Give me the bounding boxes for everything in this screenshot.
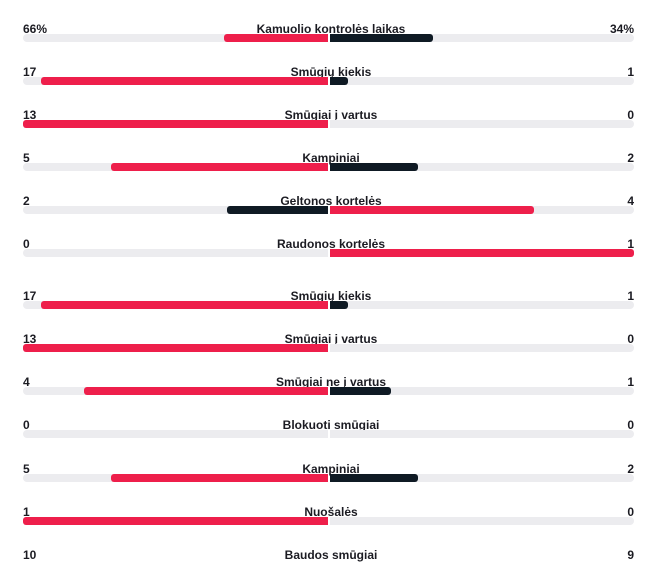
away-bar-track	[330, 249, 634, 257]
stat-row: 1 Nuošalės 0	[0, 505, 662, 539]
stat-name: Kampiniai	[302, 151, 360, 165]
home-value: 17	[23, 65, 37, 79]
home-value: 0	[23, 418, 30, 432]
stat-row: 13 Smūgiai į vartus 0	[0, 332, 662, 366]
stat-row: 0 Raudonos kortelės 1	[0, 237, 662, 271]
home-value: 13	[23, 108, 37, 122]
home-value: 66%	[23, 22, 48, 36]
away-bar-track	[330, 387, 634, 395]
home-bar-fill	[23, 344, 328, 352]
away-bar-track	[330, 430, 634, 438]
away-bar-fill	[330, 77, 349, 85]
away-bar-track	[330, 517, 634, 525]
home-bar-track	[23, 517, 328, 525]
home-bar-fill	[111, 474, 328, 482]
stat-row: 17 Smūgių kiekis 1	[0, 65, 662, 99]
stat-name: Smūgiai į vartus	[284, 332, 378, 346]
away-value: 0	[627, 418, 634, 432]
away-bar-fill	[330, 34, 434, 42]
stat-row: 13 Smūgiai į vartus 0	[0, 108, 662, 142]
away-value: 1	[627, 375, 634, 389]
away-value: 9	[627, 548, 634, 562]
away-value: 2	[627, 151, 634, 165]
home-bar-track	[23, 344, 328, 352]
home-bar-track	[23, 249, 328, 257]
home-value: 2	[23, 194, 30, 208]
home-value: 0	[23, 237, 30, 251]
home-bar-track	[23, 120, 328, 128]
home-bar-track	[23, 34, 328, 42]
stat-row: 2 Geltonos kortelės 4	[0, 194, 662, 228]
home-bar-track	[23, 474, 328, 482]
home-value: 5	[23, 462, 30, 476]
home-bar-fill	[111, 163, 328, 171]
stat-name: Smūgių kiekis	[290, 65, 372, 79]
away-value: 0	[627, 505, 634, 519]
away-bar-track	[330, 206, 634, 214]
stat-name: Nuošalės	[304, 505, 358, 519]
home-bar-fill	[41, 301, 328, 309]
home-bar-track	[23, 77, 328, 85]
home-bar-fill	[23, 120, 328, 128]
home-bar-fill	[41, 77, 328, 85]
stat-row: 5 Kampiniai 2	[0, 151, 662, 185]
away-value: 4	[627, 194, 634, 208]
stat-name: Smūgių kiekis	[290, 289, 372, 303]
away-bar-track	[330, 120, 634, 128]
away-bar-track	[330, 34, 634, 42]
home-bar-track	[23, 387, 328, 395]
stat-row: 5 Kampiniai 2	[0, 462, 662, 496]
away-bar-fill	[330, 249, 634, 257]
stat-name: Geltonos kortelės	[280, 194, 382, 208]
home-bar-track	[23, 163, 328, 171]
away-bar-track	[330, 77, 634, 85]
away-value: 0	[627, 108, 634, 122]
away-bar-track	[330, 163, 634, 171]
home-value: 17	[23, 289, 37, 303]
away-bar-fill	[330, 474, 419, 482]
away-value: 1	[627, 65, 634, 79]
away-value: 2	[627, 462, 634, 476]
stat-name: Kampiniai	[302, 462, 360, 476]
stat-row: 66% Kamuolio kontrolės laikas 34%	[0, 22, 662, 56]
home-bar-fill	[84, 387, 328, 395]
stat-row: 0 Blokuoti smūgiai 0	[0, 418, 662, 452]
home-bar-track	[23, 430, 328, 438]
away-bar-track	[330, 301, 634, 309]
stat-name: Raudonos kortelės	[276, 237, 386, 251]
stat-row: 10 Baudos smūgiai 9	[0, 548, 662, 568]
home-value: 4	[23, 375, 30, 389]
stat-name: Smūgiai ne į vartus	[275, 375, 387, 389]
home-bar-track	[23, 206, 328, 214]
away-bar-fill	[330, 301, 349, 309]
stat-name: Smūgiai į vartus	[284, 108, 378, 122]
away-bar-track	[330, 344, 634, 352]
away-bar-fill	[330, 163, 419, 171]
away-value: 1	[627, 237, 634, 251]
home-bar-track	[23, 301, 328, 309]
home-bar-fill	[227, 206, 328, 214]
home-value: 10	[23, 548, 37, 562]
home-value: 13	[23, 332, 37, 346]
away-bar-track	[330, 474, 634, 482]
away-value: 1	[627, 289, 634, 303]
away-value: 0	[627, 332, 634, 346]
home-bar-fill	[224, 34, 328, 42]
home-bar-fill	[23, 517, 328, 525]
stat-name: Blokuoti smūgiai	[282, 418, 380, 432]
away-bar-fill	[330, 387, 391, 395]
stat-name: Kamuolio kontrolės laikas	[256, 22, 406, 36]
stat-row: 4 Smūgiai ne į vartus 1	[0, 375, 662, 409]
home-value: 5	[23, 151, 30, 165]
away-bar-fill	[330, 206, 534, 214]
stat-row: 17 Smūgių kiekis 1	[0, 289, 662, 323]
away-value: 34%	[609, 22, 634, 36]
home-value: 1	[23, 505, 30, 519]
stat-name: Baudos smūgiai	[284, 548, 378, 562]
